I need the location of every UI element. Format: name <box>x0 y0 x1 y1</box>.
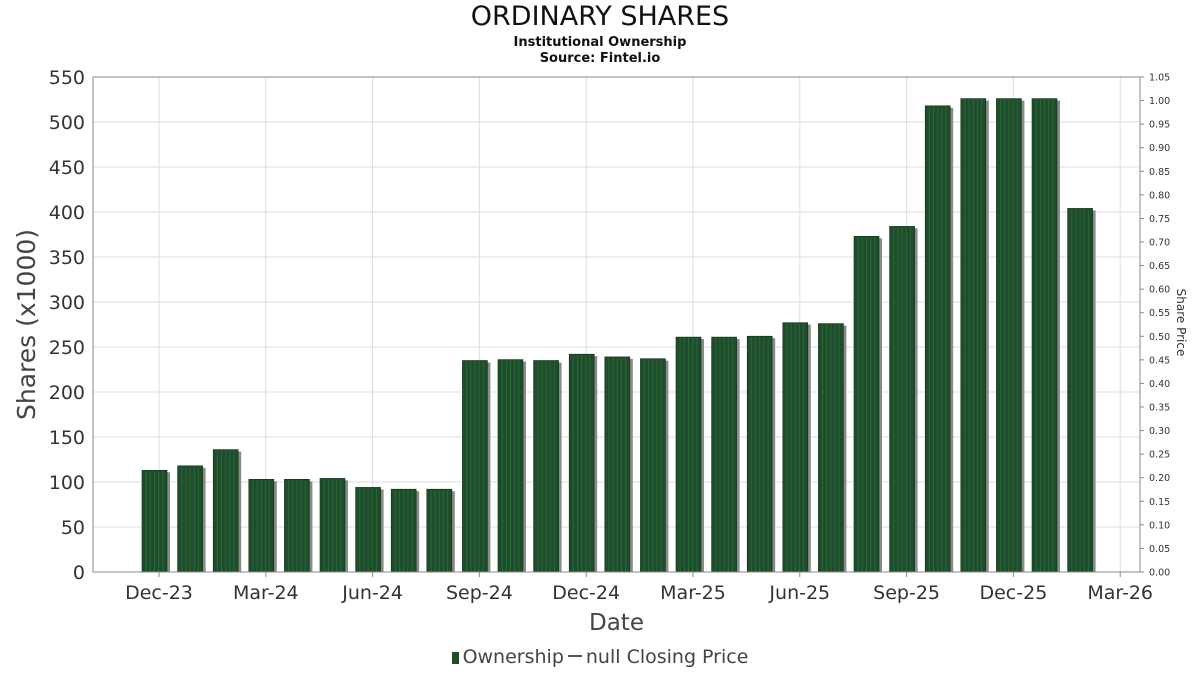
x-tick-label: Jun-24 <box>341 582 403 604</box>
y2-tick-label: 0.70 <box>1149 238 1170 249</box>
y-tick-label: 450 <box>49 157 85 179</box>
price-legend-swatch <box>567 655 582 657</box>
y2-tick-label: 0.60 <box>1149 285 1170 296</box>
y2-tick-label: 0.20 <box>1149 473 1170 484</box>
legend-ownership-label: Ownership <box>462 646 564 668</box>
y-tick-label: 100 <box>49 472 85 494</box>
y-tick-label: 200 <box>49 382 85 404</box>
x-tick-label: Mar-26 <box>1087 582 1153 604</box>
y2-tick-label: 0.85 <box>1149 167 1170 178</box>
legend: Ownership null Closing Price <box>0 646 1200 668</box>
y-tick-label: 300 <box>49 292 85 314</box>
y-tick-label: 150 <box>49 427 85 449</box>
x-tick-label: Dec-24 <box>552 582 620 604</box>
y2-tick-label: 0.25 <box>1149 450 1170 461</box>
plot-frame <box>92 76 1141 573</box>
y2-tick-label: 0.65 <box>1149 261 1170 272</box>
y2-tick-label: 0.50 <box>1149 332 1170 343</box>
y2-tick-label: 0.10 <box>1149 520 1170 531</box>
x-tick-label: Sep-24 <box>446 582 513 604</box>
x-tick-label: Dec-25 <box>979 582 1047 604</box>
y-tick-label: 0 <box>73 562 85 584</box>
x-tick-label: Jun-25 <box>768 582 830 604</box>
axes: 0 50 100 150 200 250 300 350 400 450 500 550 0.00 0.0… <box>12 67 1188 636</box>
y-tick-label: 400 <box>49 202 85 224</box>
x-axis-title: Date <box>589 610 644 636</box>
y-tick-label: 500 <box>49 112 85 134</box>
y-tick-label: 550 <box>49 67 85 89</box>
chart-subtitle: Institutional Ownership <box>513 35 687 50</box>
y2-tick-label: 0.30 <box>1149 426 1170 437</box>
y2-tick-label: 0.95 <box>1149 120 1170 131</box>
chart-source: Source: Fintel.io <box>539 51 661 66</box>
y2-tick-label: 1.00 <box>1149 96 1170 107</box>
y-tick-label: 350 <box>49 247 85 269</box>
y2-tick-label: 0.90 <box>1149 143 1170 154</box>
y2-tick-label: 0.40 <box>1149 379 1170 390</box>
x-tick-label: Dec-23 <box>125 582 193 604</box>
y2-tick-label: 0.05 <box>1149 544 1170 555</box>
y2-tick-label: 0.15 <box>1149 497 1170 508</box>
y2-tick-label: 1.05 <box>1149 73 1170 84</box>
y2-tick-label: 0.45 <box>1149 355 1170 366</box>
ownership-legend-swatch <box>451 652 459 664</box>
y2-axis-title: Share Price <box>1174 289 1188 357</box>
y2-tick-label: 0.00 <box>1149 568 1170 579</box>
y-tick-label: 50 <box>61 517 85 539</box>
legend-price-label: null Closing Price <box>585 646 749 668</box>
y-tick-label: 250 <box>49 337 85 359</box>
y-axis-title: Shares (x1000) <box>12 229 41 420</box>
y2-tick-label: 0.55 <box>1149 308 1170 319</box>
y2-tick-label: 0.80 <box>1149 190 1170 201</box>
chart-title: ORDINARY SHARES <box>470 1 730 32</box>
x-tick-label: Mar-24 <box>233 582 299 604</box>
y2-tick-label: 0.35 <box>1149 403 1170 414</box>
bars <box>141 98 1096 573</box>
x-tick-label: Mar-25 <box>660 582 726 604</box>
x-tick-label: Sep-25 <box>873 582 940 604</box>
y2-tick-label: 0.75 <box>1149 214 1170 225</box>
